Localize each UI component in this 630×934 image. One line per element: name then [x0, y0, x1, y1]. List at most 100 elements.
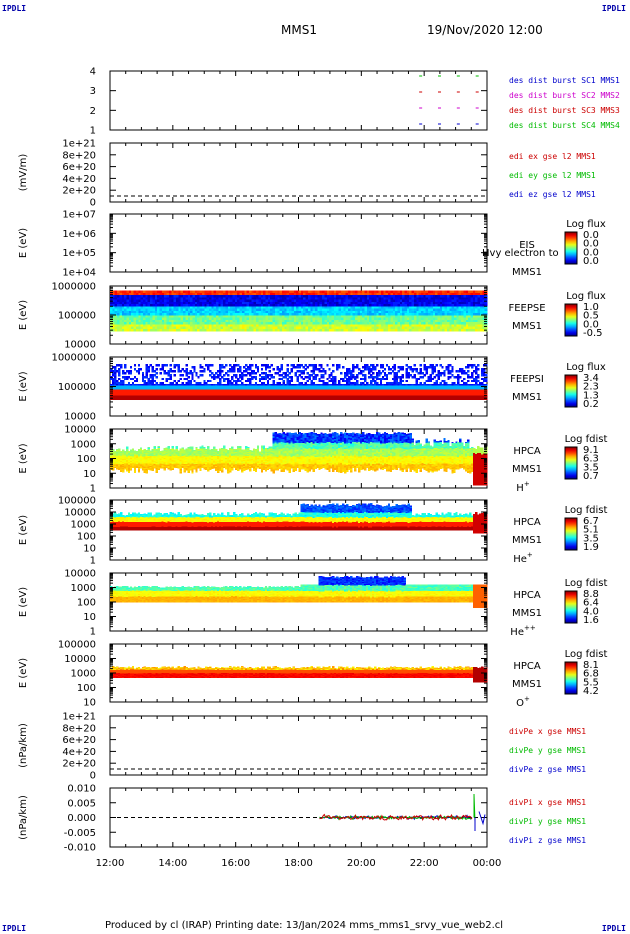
spectro-cell [138, 329, 141, 332]
spectro-cell [352, 370, 354, 372]
spectro-cell [203, 370, 205, 372]
spectro-cell [176, 329, 179, 332]
spectro-cell [440, 329, 443, 332]
spectro-cell [181, 329, 184, 332]
spectro-cell [445, 329, 448, 332]
spectro-cell [225, 364, 227, 366]
spectro-cell [320, 329, 323, 332]
spectro-cell [255, 378, 257, 380]
spectro-cell [374, 368, 376, 370]
panel-p5: E (eV)100000010000010000FEEPSIMMS1Log fl… [18, 353, 606, 423]
spectro-cell [202, 329, 205, 332]
spectro-cell [388, 329, 391, 332]
spectro-cell [221, 329, 224, 332]
spectro-cell [480, 329, 483, 332]
y-tick-label: 1e+21 [62, 139, 96, 150]
spectro-cell [332, 364, 334, 366]
spectro-cell [331, 329, 334, 332]
y-tick-label: 4e+20 [62, 174, 96, 185]
spectro-cell [235, 329, 238, 332]
spectro-cell [400, 329, 403, 332]
y-tick-label: 10000 [64, 340, 96, 351]
spacecraft-name: MMS1 [512, 321, 542, 332]
spectro-cell [254, 329, 257, 332]
spectro-cell [185, 329, 188, 332]
spectro-cell [315, 329, 318, 332]
spectro-cell [459, 329, 462, 332]
spectro-cell [364, 329, 367, 332]
spectro-cell [268, 329, 271, 332]
spectro-cell [218, 329, 221, 332]
spectro-cell [136, 329, 139, 332]
spectro-cell [473, 329, 476, 332]
colorbar-title: Log flux [566, 219, 606, 230]
spectro-cell [266, 329, 269, 332]
spectro-cell [170, 378, 172, 380]
spectro-cell [188, 329, 191, 332]
spectro-cell [291, 329, 294, 332]
spectro-cell [115, 329, 118, 332]
spectro-cell [244, 329, 247, 332]
legend-entry: des dist burst SC4 MMS4 [509, 121, 620, 130]
colorbar-title: Log flux [566, 291, 606, 302]
spectro-cell [173, 374, 175, 376]
spectro-cell [190, 329, 193, 332]
legend-entry: edi ez gse l2 MMS1 [509, 190, 596, 199]
spectro-cell [138, 364, 140, 366]
spectro-cell [200, 329, 203, 332]
spectro-cell [461, 329, 464, 332]
spectro-cell [207, 329, 210, 332]
spectro-cell [314, 378, 316, 380]
spectro-cell [329, 329, 332, 332]
spectro-cell [178, 329, 181, 332]
spectro-cell [251, 329, 254, 332]
spectro-cell [130, 372, 132, 374]
spectro-cell [317, 329, 320, 332]
spectro-cell [122, 329, 125, 332]
spectro-cell [376, 364, 378, 366]
spectro-cell [419, 329, 422, 332]
spectro-cell [346, 329, 349, 332]
spectro-cell [299, 329, 302, 332]
spectro-cell [166, 364, 168, 366]
spectro-cell [195, 329, 198, 332]
spectro-cell [339, 329, 342, 332]
spectro-cell [181, 374, 183, 376]
spectro-cell [223, 329, 226, 332]
spectro-cell [117, 329, 120, 332]
spectro-cell [141, 329, 144, 332]
spectro-cell [148, 329, 151, 332]
spectro-cell [360, 329, 363, 332]
spectro-cell [174, 329, 177, 332]
spectro-cell [302, 372, 304, 374]
spectro-cell [164, 329, 167, 332]
spectro-cell [357, 329, 360, 332]
y-axis-label: E (eV) [18, 371, 29, 401]
spectro-cell [326, 364, 328, 366]
spectro-cell [241, 378, 243, 380]
spectro-cell [390, 329, 393, 332]
spectro-cell [301, 329, 304, 332]
spectro-cell [379, 329, 382, 332]
panel-frame [110, 214, 487, 272]
y-tick-label: 1e+06 [62, 229, 96, 240]
spectro-cell [159, 329, 162, 332]
spectro-cell [138, 372, 140, 374]
y-axis-label: (mV/m) [18, 154, 29, 192]
spectro-cell [124, 366, 126, 368]
y-tick-label: 100000 [58, 311, 96, 322]
spectro-cell [374, 329, 377, 332]
spectro-cell [322, 329, 325, 332]
spectro-cell [376, 329, 379, 332]
spectro-cell [169, 329, 172, 332]
spectro-cell [145, 329, 148, 332]
y-tick-label: 4 [90, 67, 96, 78]
spectro-cell [336, 329, 339, 332]
spectro-cell [277, 329, 280, 332]
spectro-cell [338, 366, 340, 368]
spectro-cell [249, 329, 252, 332]
spectro-cell [454, 329, 457, 332]
spectro-cell [395, 329, 398, 332]
spectro-cell [407, 329, 410, 332]
